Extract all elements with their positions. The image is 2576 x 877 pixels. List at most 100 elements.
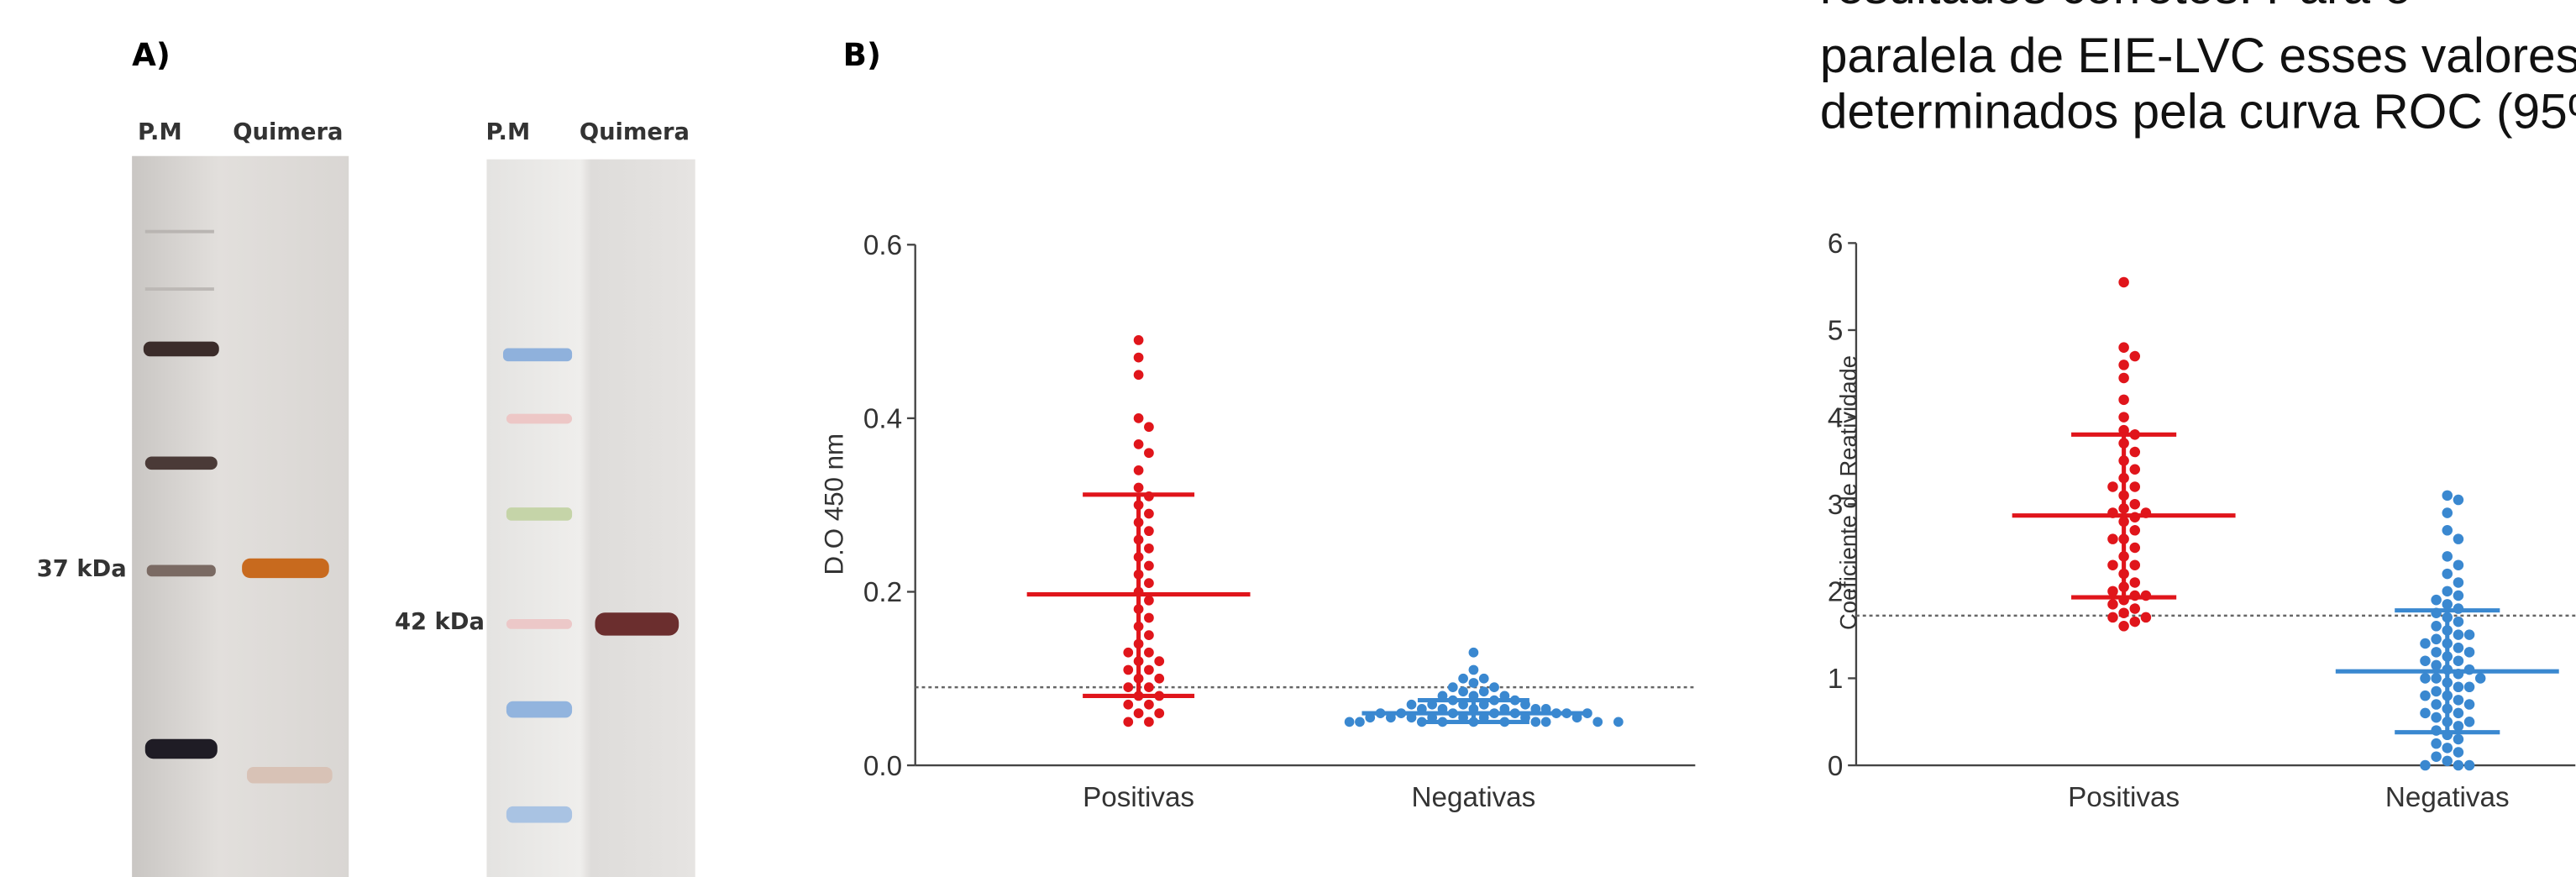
data-point bbox=[1123, 665, 1133, 675]
data-point bbox=[2464, 647, 2475, 658]
data-point bbox=[2420, 638, 2431, 649]
data-point bbox=[2453, 617, 2464, 628]
data-point bbox=[2118, 342, 2129, 353]
text-line: resultados corretos. Para o bbox=[1820, 0, 2411, 14]
data-point bbox=[2431, 660, 2442, 671]
data-point bbox=[2118, 412, 2129, 423]
data-point bbox=[2420, 760, 2431, 771]
marker-label: 42 kDa bbox=[395, 609, 485, 635]
data-point bbox=[2475, 673, 2486, 684]
data-point bbox=[2141, 612, 2152, 623]
data-point bbox=[2453, 629, 2464, 640]
data-point bbox=[1541, 717, 1551, 727]
data-point bbox=[1144, 630, 1154, 640]
data-point bbox=[2453, 577, 2464, 588]
data-point bbox=[2130, 603, 2141, 614]
data-point bbox=[1134, 413, 1144, 423]
y-tick-label: 5 bbox=[1828, 316, 1843, 347]
data-point bbox=[1458, 686, 1468, 696]
data-point bbox=[2130, 543, 2141, 554]
data-point bbox=[1479, 686, 1489, 696]
data-point bbox=[1144, 717, 1154, 727]
data-point bbox=[2464, 760, 2475, 771]
data-point bbox=[1530, 717, 1540, 727]
data-point bbox=[1144, 682, 1154, 692]
data-point bbox=[1134, 353, 1144, 363]
data-point bbox=[2107, 612, 2118, 623]
data-point bbox=[2130, 577, 2141, 588]
data-point bbox=[2453, 721, 2464, 732]
data-point bbox=[2453, 655, 2464, 666]
data-point bbox=[2442, 525, 2453, 536]
data-point bbox=[2431, 699, 2442, 710]
data-point bbox=[2431, 751, 2442, 762]
data-point bbox=[2442, 491, 2453, 502]
data-point bbox=[2442, 551, 2453, 562]
data-point bbox=[2130, 464, 2141, 475]
data-point bbox=[2453, 695, 2464, 706]
data-point bbox=[2431, 621, 2442, 632]
data-point bbox=[2464, 717, 2475, 727]
data-point bbox=[1134, 335, 1144, 345]
data-point bbox=[1144, 526, 1154, 536]
data-point bbox=[2130, 351, 2141, 362]
data-point bbox=[1407, 700, 1417, 710]
lane-label: Quimera bbox=[233, 119, 343, 145]
data-point bbox=[1144, 665, 1154, 675]
data-point bbox=[2107, 586, 2118, 597]
text-line: determinados pela curva ROC (95% bbox=[1820, 84, 2576, 139]
y-tick-label: 0.0 bbox=[863, 751, 902, 782]
data-point bbox=[2431, 738, 2442, 749]
data-point bbox=[1123, 717, 1133, 727]
data-point bbox=[2453, 591, 2464, 601]
data-point bbox=[1458, 674, 1468, 684]
x-tick-label: Negativas bbox=[1412, 782, 1536, 813]
data-point bbox=[1144, 448, 1154, 458]
data-point bbox=[1355, 717, 1365, 727]
data-point bbox=[2453, 734, 2464, 745]
data-point bbox=[1154, 708, 1164, 718]
data-point bbox=[1134, 465, 1144, 475]
data-point bbox=[2130, 447, 2141, 458]
data-point bbox=[2420, 691, 2431, 701]
data-point bbox=[2107, 533, 2118, 544]
data-point bbox=[2453, 760, 2464, 771]
data-point bbox=[2464, 682, 2475, 693]
data-point bbox=[1144, 578, 1154, 588]
data-point bbox=[1144, 613, 1154, 623]
data-point bbox=[2431, 647, 2442, 658]
data-point bbox=[1154, 656, 1164, 666]
data-point bbox=[1144, 509, 1154, 519]
data-point bbox=[2431, 712, 2442, 723]
data-point bbox=[2130, 499, 2141, 510]
data-point bbox=[1144, 544, 1154, 554]
y-tick-label: 0.4 bbox=[863, 404, 902, 435]
data-point bbox=[1144, 648, 1154, 658]
x-tick-label: Positivas bbox=[2068, 782, 2180, 813]
data-point bbox=[1154, 674, 1164, 684]
data-point bbox=[1123, 700, 1133, 710]
data-point bbox=[1613, 717, 1624, 727]
data-point bbox=[2118, 607, 2129, 618]
data-point bbox=[2453, 495, 2464, 506]
data-point bbox=[2453, 708, 2464, 719]
data-point bbox=[2442, 756, 2453, 767]
data-point bbox=[2420, 708, 2431, 719]
y-axis-label: Coeficiente de Reatividade bbox=[1835, 355, 1861, 630]
data-point bbox=[2130, 481, 2141, 492]
data-point bbox=[1345, 717, 1355, 727]
data-point bbox=[1479, 674, 1489, 684]
data-point bbox=[1469, 648, 1479, 658]
data-point bbox=[2420, 673, 2431, 684]
data-point bbox=[1123, 648, 1133, 658]
data-point bbox=[2118, 373, 2129, 384]
data-point bbox=[2453, 533, 2464, 544]
data-point bbox=[2130, 617, 2141, 628]
data-point bbox=[2107, 599, 2118, 610]
data-point bbox=[2442, 743, 2453, 754]
data-point bbox=[2453, 682, 2464, 693]
lane-label: P.M bbox=[486, 119, 531, 145]
lane-label: P.M bbox=[138, 119, 182, 145]
data-point bbox=[2442, 599, 2453, 610]
data-point bbox=[2442, 586, 2453, 597]
